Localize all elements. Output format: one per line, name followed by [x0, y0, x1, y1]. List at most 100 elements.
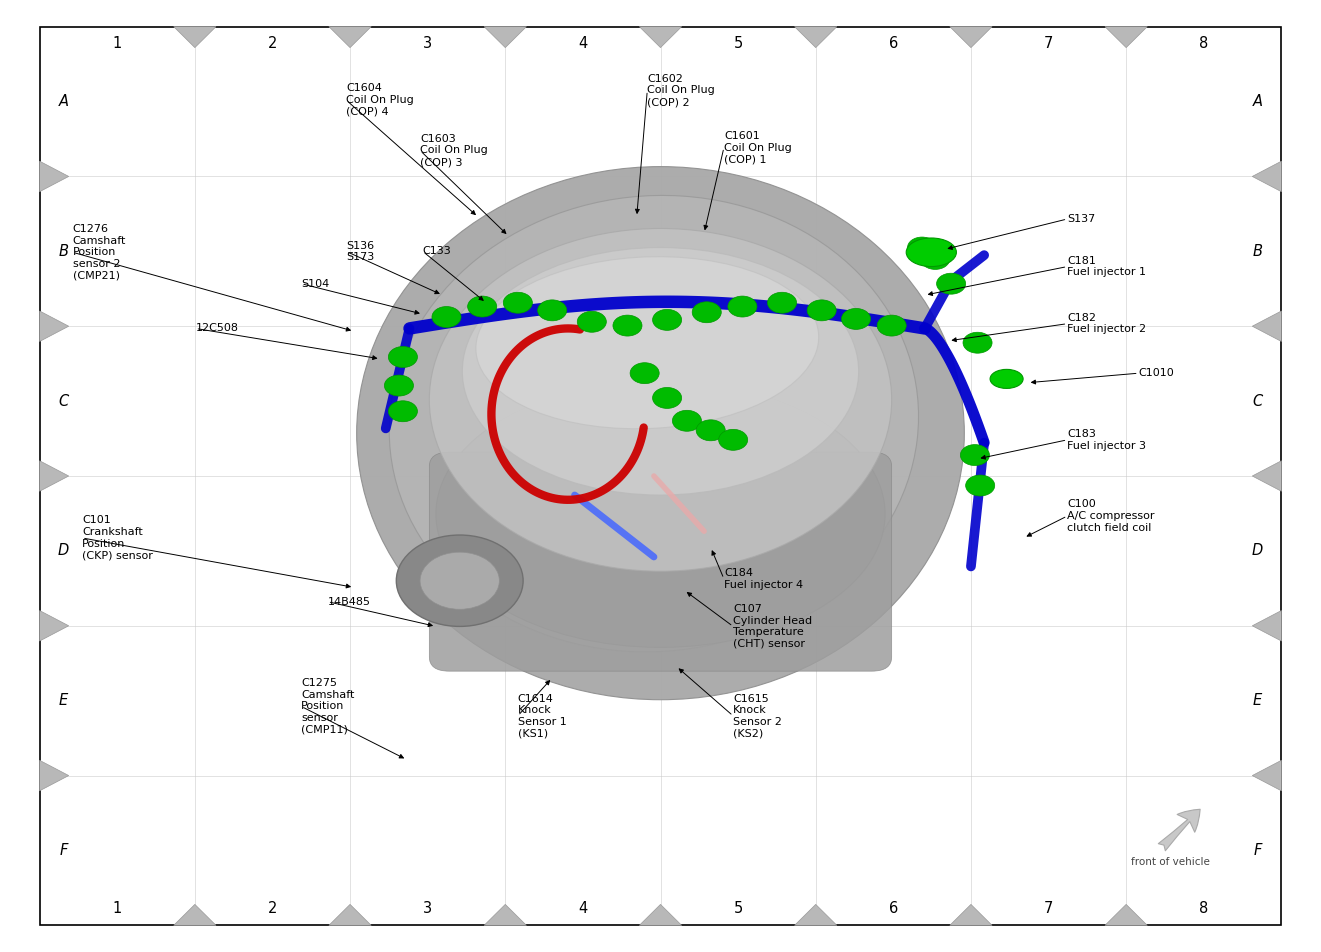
Text: C183
Fuel injector 3: C183 Fuel injector 3 — [1067, 429, 1147, 450]
Text: C1602
Coil On Plug
(COP) 2: C1602 Coil On Plug (COP) 2 — [647, 74, 715, 107]
Circle shape — [966, 475, 995, 496]
Text: S137: S137 — [1067, 214, 1095, 224]
Text: D: D — [1252, 544, 1263, 559]
Polygon shape — [1252, 461, 1281, 491]
Circle shape — [841, 308, 871, 329]
Text: C133: C133 — [423, 247, 452, 256]
Ellipse shape — [462, 248, 859, 495]
Text: C101
Crankshaft
Position
(CKP) sensor: C101 Crankshaft Position (CKP) sensor — [82, 515, 153, 561]
Text: C181
Fuel injector 1: C181 Fuel injector 1 — [1067, 256, 1147, 277]
Circle shape — [384, 375, 413, 396]
Circle shape — [388, 401, 417, 422]
Text: E: E — [1252, 693, 1263, 708]
Circle shape — [630, 363, 659, 384]
Polygon shape — [40, 161, 69, 191]
Circle shape — [672, 410, 701, 431]
Polygon shape — [639, 27, 682, 48]
Text: E: E — [58, 693, 69, 708]
Circle shape — [807, 300, 836, 321]
Circle shape — [653, 387, 682, 408]
Text: C1601
Coil On Plug
(COP) 1: C1601 Coil On Plug (COP) 1 — [724, 131, 791, 164]
Polygon shape — [329, 27, 371, 48]
Polygon shape — [174, 27, 215, 48]
Ellipse shape — [436, 381, 885, 647]
Text: C184
Fuel injector 4: C184 Fuel injector 4 — [724, 568, 803, 589]
Polygon shape — [40, 311, 69, 342]
Circle shape — [921, 248, 950, 269]
Ellipse shape — [390, 195, 918, 652]
Polygon shape — [794, 27, 838, 48]
Polygon shape — [1252, 311, 1281, 342]
Polygon shape — [639, 904, 682, 925]
Text: 4: 4 — [579, 36, 588, 51]
Polygon shape — [40, 610, 69, 641]
Ellipse shape — [357, 167, 964, 700]
Text: 7: 7 — [1044, 36, 1053, 51]
Text: C1615
Knock
Sensor 2
(KS2): C1615 Knock Sensor 2 (KS2) — [733, 693, 782, 739]
Polygon shape — [40, 761, 69, 791]
Text: C1603
Coil On Plug
(COP) 3: C1603 Coil On Plug (COP) 3 — [420, 134, 487, 167]
Polygon shape — [1252, 161, 1281, 191]
Text: 6: 6 — [889, 36, 898, 51]
Circle shape — [577, 311, 606, 332]
Polygon shape — [483, 904, 526, 925]
Polygon shape — [1104, 27, 1147, 48]
Text: C1614
Knock
Sensor 1
(KS1): C1614 Knock Sensor 1 (KS1) — [518, 693, 567, 739]
Text: 2: 2 — [268, 901, 277, 916]
Polygon shape — [1104, 904, 1147, 925]
Text: S136
S173: S136 S173 — [346, 241, 374, 262]
Text: 12C508: 12C508 — [196, 324, 239, 333]
Text: A: A — [1252, 94, 1263, 109]
Text: 1: 1 — [112, 36, 122, 51]
Circle shape — [719, 429, 748, 450]
Text: 8: 8 — [1199, 901, 1209, 916]
Circle shape — [908, 237, 937, 258]
Polygon shape — [950, 904, 992, 925]
Circle shape — [768, 292, 797, 313]
Text: C: C — [1252, 393, 1263, 408]
FancyBboxPatch shape — [429, 452, 892, 671]
Text: C1276
Camshaft
Position
sensor 2
(CMP21): C1276 Camshaft Position sensor 2 (CMP21) — [73, 224, 125, 281]
Text: 14B485: 14B485 — [328, 597, 371, 606]
Polygon shape — [950, 27, 992, 48]
Text: C: C — [58, 393, 69, 408]
Text: 4: 4 — [579, 901, 588, 916]
Circle shape — [692, 302, 721, 323]
Text: C1275
Camshaft
Position
sensor
(CMP11): C1275 Camshaft Position sensor (CMP11) — [301, 678, 354, 735]
Text: 5: 5 — [733, 36, 742, 51]
Text: 2: 2 — [268, 36, 277, 51]
Circle shape — [396, 535, 523, 626]
Polygon shape — [483, 27, 526, 48]
Circle shape — [960, 445, 989, 466]
Circle shape — [728, 296, 757, 317]
Text: B: B — [1252, 244, 1263, 259]
Circle shape — [877, 315, 906, 336]
Text: front of vehicle: front of vehicle — [1131, 857, 1210, 866]
Circle shape — [963, 332, 992, 353]
Polygon shape — [1252, 610, 1281, 641]
Text: 1: 1 — [112, 901, 122, 916]
Text: S104: S104 — [301, 279, 329, 288]
Circle shape — [538, 300, 567, 321]
Text: 7: 7 — [1044, 901, 1053, 916]
Polygon shape — [40, 461, 69, 491]
Text: C1604
Coil On Plug
(COP) 4: C1604 Coil On Plug (COP) 4 — [346, 84, 413, 116]
Ellipse shape — [429, 228, 892, 571]
Ellipse shape — [991, 369, 1022, 388]
Text: 5: 5 — [733, 901, 742, 916]
Circle shape — [696, 420, 725, 441]
Text: 6: 6 — [889, 901, 898, 916]
Text: C1010: C1010 — [1139, 368, 1174, 378]
Ellipse shape — [906, 238, 956, 267]
Text: F: F — [59, 843, 67, 858]
Text: 3: 3 — [423, 36, 432, 51]
Circle shape — [468, 296, 497, 317]
Circle shape — [420, 552, 499, 609]
Text: F: F — [1254, 843, 1262, 858]
Polygon shape — [329, 904, 371, 925]
Text: C107
Cylinder Head
Temperature
(CHT) sensor: C107 Cylinder Head Temperature (CHT) sen… — [733, 604, 812, 649]
Text: 8: 8 — [1199, 36, 1209, 51]
Text: 3: 3 — [423, 901, 432, 916]
Circle shape — [937, 273, 966, 294]
Circle shape — [653, 309, 682, 330]
